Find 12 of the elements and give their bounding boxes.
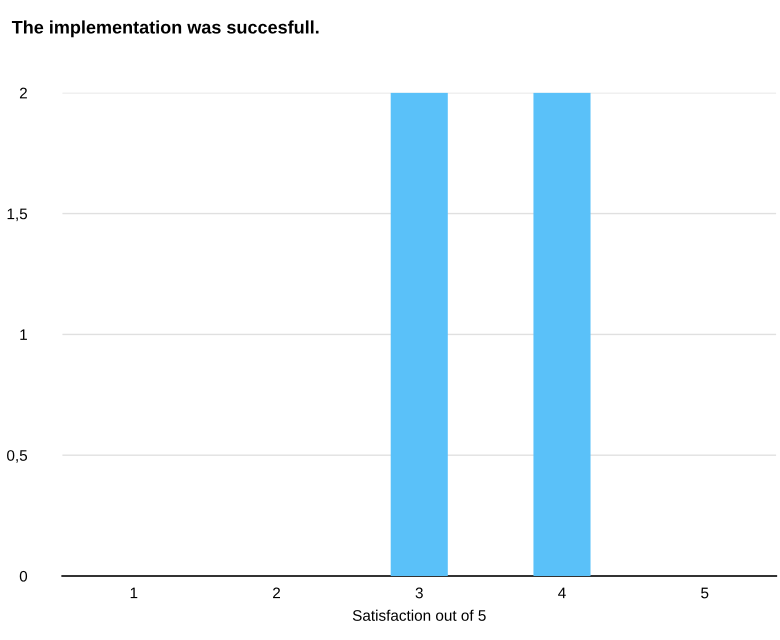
y-tick-label: 1	[20, 329, 27, 340]
x-tick-label: 3	[416, 588, 423, 598]
x-axis-title: Satisfaction out of 5	[352, 610, 486, 621]
y-tick-label: 1,5	[8, 208, 28, 222]
chart-title: The implementation was succesfull.	[12, 20, 318, 38]
x-tick-label: 5	[701, 588, 708, 598]
y-tick-label: 2	[20, 88, 27, 98]
y-tick-label: 0,5	[7, 450, 28, 463]
x-tick-label: 2	[273, 588, 280, 598]
x-tick-label: 1	[130, 588, 138, 598]
x-tick-label: 4	[558, 588, 566, 598]
y-tick-label: 0	[20, 570, 28, 582]
